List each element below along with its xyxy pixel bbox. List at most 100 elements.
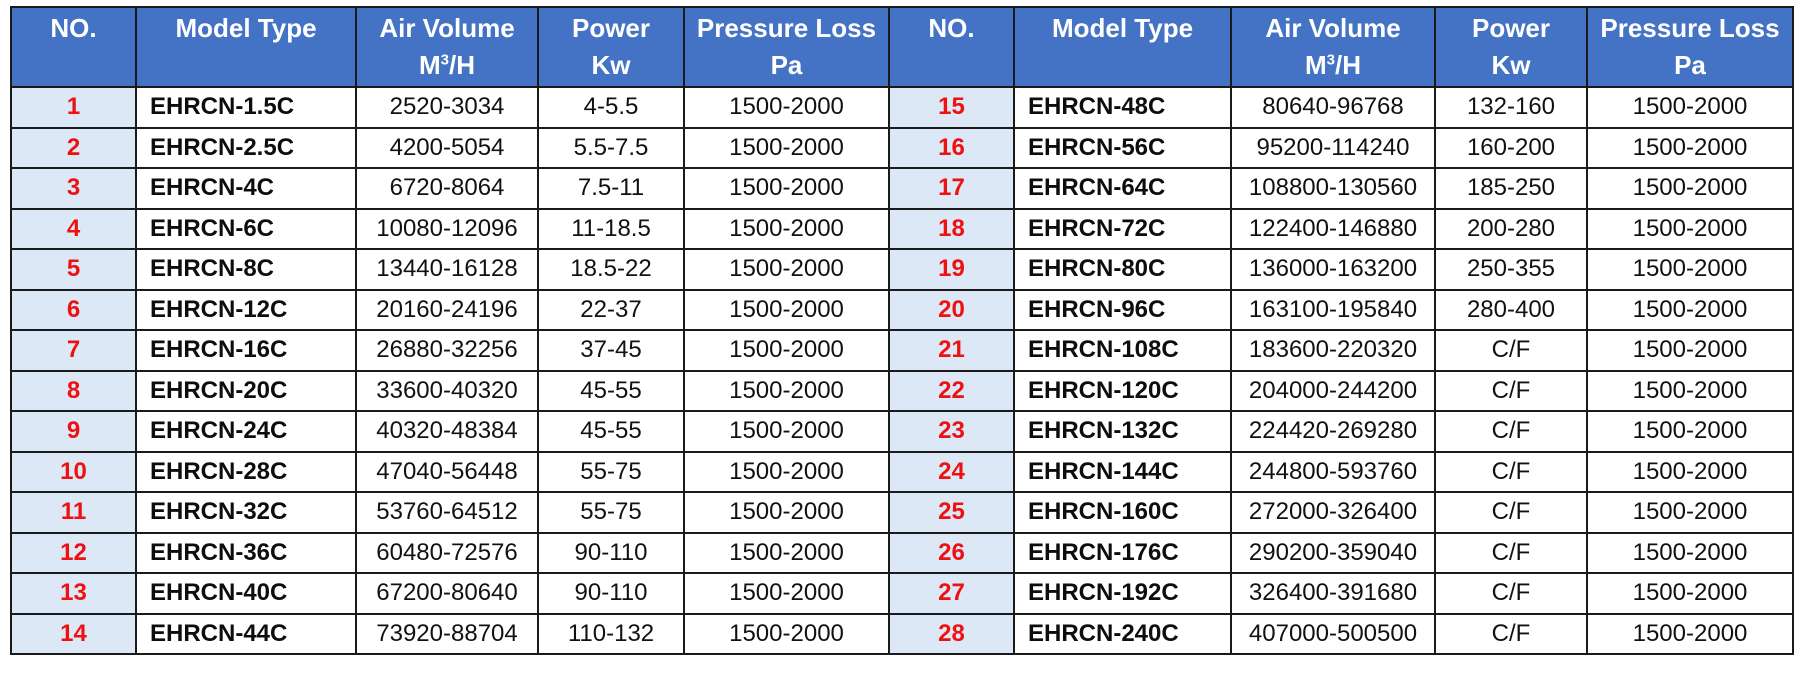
power-cell: C/F [1434, 450, 1588, 493]
power-cell: 18.5-22 [537, 248, 685, 291]
power-cell: 55-75 [537, 450, 685, 493]
air-volume-cell: 20160-24196 [355, 288, 539, 331]
pressure-loss-cell: 1500-2000 [1586, 612, 1794, 655]
row-number-cell: 5 [10, 248, 137, 291]
row-number-cell: 6 [10, 288, 137, 331]
air-volume-cell: 183600-220320 [1230, 329, 1436, 372]
air-volume-cell: 6720-8064 [355, 167, 539, 210]
model-type-cell: EHRCN-32C [135, 491, 357, 534]
power-cell: C/F [1434, 491, 1588, 534]
row-number-cell: 10 [10, 450, 137, 493]
table-row: 4 EHRCN-6C 10080-12096 11-18.5 1500-2000 18 EH… [10, 207, 1794, 250]
pressure-loss-cell: 1500-2000 [683, 410, 890, 453]
header-pressure-2: Pressure Loss Pa [1586, 6, 1794, 88]
table-row: 3 EHRCN-4C 6720-8064 7.5-11 1500-2000 17 EHRCN… [10, 167, 1794, 210]
power-cell: 45-55 [537, 410, 685, 453]
header-air-volume-2: Air Volume M3/H [1230, 6, 1436, 88]
header-air-volume-unit-2: M3/H [1233, 47, 1433, 84]
header-no-label: NO. [50, 13, 97, 43]
model-type-cell: EHRCN-64C [1013, 167, 1232, 210]
power-cell: C/F [1434, 612, 1588, 655]
header-pressure-label: Pressure Loss [696, 13, 877, 43]
table-row: 2 EHRCN-2.5C 4200-5054 5.5-7.5 1500-2000 16 EH… [10, 126, 1794, 169]
pressure-loss-cell: 1500-2000 [683, 248, 890, 291]
pressure-loss-cell: 1500-2000 [1586, 531, 1794, 574]
air-volume-cell: 272000-326400 [1230, 491, 1436, 534]
table-row: 12 EHRCN-36C 60480-72576 90-110 1500-2000 26 E… [10, 531, 1794, 574]
model-type-cell: EHRCN-2.5C [135, 126, 357, 169]
row-number-cell: 17 [888, 167, 1015, 210]
model-type-cell: EHRCN-240C [1013, 612, 1232, 655]
power-cell: 160-200 [1434, 126, 1588, 169]
row-number-cell: 1 [10, 86, 137, 129]
row-number-cell: 19 [888, 248, 1015, 291]
row-number-cell: 9 [10, 410, 137, 453]
air-volume-cell: 60480-72576 [355, 531, 539, 574]
table-row: 14 EHRCN-44C 73920-88704 110-132 1500-2000 28… [10, 612, 1794, 655]
power-cell: 110-132 [537, 612, 685, 655]
row-number-cell: 13 [10, 572, 137, 615]
row-number-cell: 8 [10, 369, 137, 412]
table-row: 11 EHRCN-32C 53760-64512 55-75 1500-2000 25 EH… [10, 491, 1794, 534]
row-number-cell: 15 [888, 86, 1015, 129]
air-volume-cell: 10080-12096 [355, 207, 539, 250]
model-type-cell: EHRCN-40C [135, 572, 357, 615]
power-cell: 22-37 [537, 288, 685, 331]
header-power-unit-2: Kw [1491, 50, 1531, 80]
model-type-cell: EHRCN-12C [135, 288, 357, 331]
model-type-cell: EHRCN-108C [1013, 329, 1232, 372]
header-air-volume: Air Volume M3/H [355, 6, 539, 88]
row-number-cell: 3 [10, 167, 137, 210]
pressure-loss-cell: 1500-2000 [1586, 410, 1794, 453]
header-air-volume-unit: M3/H [358, 47, 536, 84]
pressure-loss-cell: 1500-2000 [683, 450, 890, 493]
pressure-loss-cell: 1500-2000 [1586, 126, 1794, 169]
row-number-cell: 11 [10, 491, 137, 534]
power-cell: C/F [1434, 531, 1588, 574]
power-cell: 185-250 [1434, 167, 1588, 210]
model-type-cell: EHRCN-24C [135, 410, 357, 453]
model-type-cell: EHRCN-1.5C [135, 86, 357, 129]
power-cell: 5.5-7.5 [537, 126, 685, 169]
air-volume-cell: 73920-88704 [355, 612, 539, 655]
row-number-cell: 16 [888, 126, 1015, 169]
pressure-loss-cell: 1500-2000 [1586, 248, 1794, 291]
pressure-loss-cell: 1500-2000 [683, 329, 890, 372]
air-volume-cell: 224420-269280 [1230, 410, 1436, 453]
model-type-cell: EHRCN-192C [1013, 572, 1232, 615]
model-type-cell: EHRCN-144C [1013, 450, 1232, 493]
air-volume-cell: 407000-500500 [1230, 612, 1436, 655]
power-cell: 37-45 [537, 329, 685, 372]
pressure-loss-cell: 1500-2000 [1586, 329, 1794, 372]
air-volume-cell: 204000-244200 [1230, 369, 1436, 412]
row-number-cell: 4 [10, 207, 137, 250]
table-row: 6 EHRCN-12C 20160-24196 22-37 1500-2000 20 EHR… [10, 288, 1794, 331]
row-number-cell: 25 [888, 491, 1015, 534]
model-type-cell: EHRCN-36C [135, 531, 357, 574]
model-type-cell: EHRCN-44C [135, 612, 357, 655]
air-volume-cell: 95200-114240 [1230, 126, 1436, 169]
model-type-cell: EHRCN-80C [1013, 248, 1232, 291]
air-volume-cell: 26880-32256 [355, 329, 539, 372]
air-volume-cell: 13440-16128 [355, 248, 539, 291]
header-model-label-2: Model Type [1051, 13, 1194, 43]
table-body: NO. Model Type Air Volume M3/H Power Kw … [10, 6, 1794, 655]
table-row: 5 EHRCN-8C 13440-16128 18.5-22 1500-2000 19 EH… [10, 248, 1794, 291]
pressure-loss-cell: 1500-2000 [683, 531, 890, 574]
header-pressure-unit-2: Pa [1674, 50, 1706, 80]
model-type-cell: EHRCN-6C [135, 207, 357, 250]
header-no-label-2: NO. [928, 13, 975, 43]
air-volume-cell: 53760-64512 [355, 491, 539, 534]
air-volume-cell: 108800-130560 [1230, 167, 1436, 210]
table-row: 7 EHRCN-16C 26880-32256 37-45 1500-2000 21 EHR… [10, 329, 1794, 372]
air-volume-cell: 136000-163200 [1230, 248, 1436, 291]
pressure-loss-cell: 1500-2000 [1586, 86, 1794, 129]
air-volume-cell: 122400-146880 [1230, 207, 1436, 250]
model-type-cell: EHRCN-16C [135, 329, 357, 372]
header-model-2: Model Type [1013, 6, 1232, 88]
model-type-cell: EHRCN-72C [1013, 207, 1232, 250]
pressure-loss-cell: 1500-2000 [1586, 369, 1794, 412]
power-cell: 250-355 [1434, 248, 1588, 291]
row-number-cell: 20 [888, 288, 1015, 331]
table-row: 13 EHRCN-40C 67200-80640 90-110 1500-2000 27 E… [10, 572, 1794, 615]
